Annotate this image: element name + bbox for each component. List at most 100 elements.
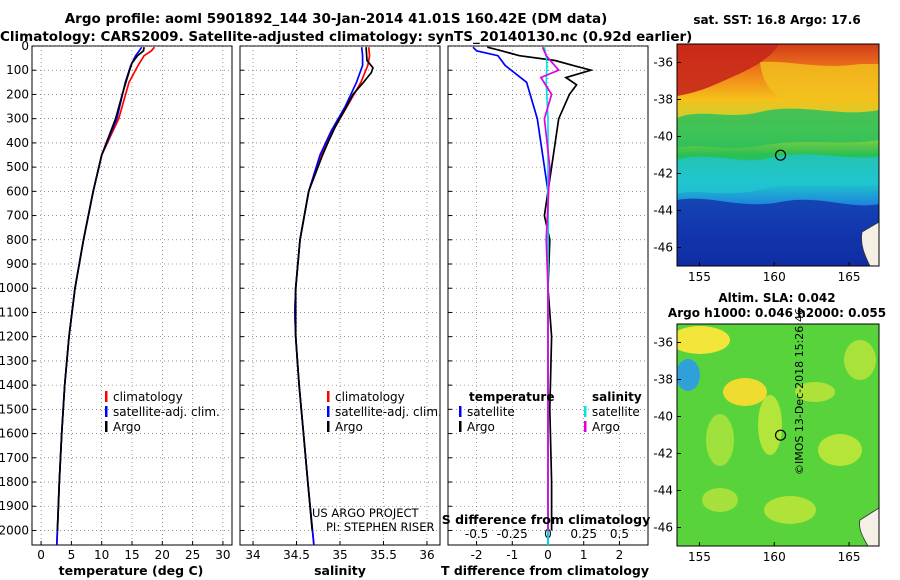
- legend-s-argo-label: Argo: [592, 420, 620, 434]
- difference-tick-label: -1: [506, 548, 518, 562]
- depth-tick-label: 600: [6, 184, 29, 198]
- salinity-plot-frame: [239, 45, 441, 546]
- depth-tick-label: 1800: [0, 475, 29, 489]
- lat-tick-label: -46: [653, 241, 673, 255]
- lat-tick-label: -44: [653, 204, 673, 218]
- temperature-tick-label: 25: [185, 548, 200, 562]
- project-credit: US ARGO PROJECT: [312, 506, 420, 520]
- s-difference-tick-label: 0.25: [570, 527, 597, 541]
- depth-tick-label: 1700: [0, 451, 29, 465]
- lat-tick-label: -42: [653, 447, 673, 461]
- legend-satellite-adj-swatch: [327, 406, 330, 417]
- sst-map-frame: [676, 43, 880, 267]
- salinity-axis-label: salinity: [314, 563, 366, 578]
- depth-tick-label: 400: [6, 136, 29, 150]
- legend-t-argo-swatch: [459, 421, 462, 432]
- lon-tick-label: 160: [763, 550, 786, 564]
- figure-title-line-2: Climatology: CARS2009. Satellite-adjuste…: [0, 29, 693, 45]
- depth-tick-label: 1600: [0, 427, 29, 441]
- sla-map-frame: [676, 323, 880, 547]
- lon-tick-label: 165: [838, 550, 861, 564]
- sst-map-image: [677, 44, 879, 266]
- legend-s-satellite-label: satellite: [592, 405, 640, 419]
- legend-argo-label: Argo: [113, 420, 141, 434]
- depth-tick-label: 1500: [0, 402, 29, 416]
- difference-tick-label: 0: [544, 548, 552, 562]
- s-difference-axis-label: S difference from climatology: [442, 512, 651, 527]
- depth-tick-label: 500: [6, 160, 29, 174]
- legend-climatology-label: climatology: [335, 390, 405, 404]
- lat-tick-label: -46: [653, 521, 673, 535]
- legend-salinity-header: salinity: [592, 390, 642, 404]
- s-difference-tick-label: 0.5: [610, 527, 629, 541]
- legend-argo-swatch: [327, 421, 330, 432]
- temperature-legend: climatology satellite-adj. clim. Argo: [105, 390, 220, 434]
- imos-timestamp: ©IMOS 13-Dec-2018 15:26:46: [793, 308, 806, 475]
- figure-title-line-1: Argo profile: aoml 5901892_144 30-Jan-20…: [64, 11, 608, 27]
- temperature-tick-label: 10: [94, 548, 109, 562]
- lat-tick-label: -40: [653, 130, 673, 144]
- depth-tick-label: 200: [6, 87, 29, 101]
- temperature-plot-frame: [31, 45, 233, 546]
- pi-credit: PI: STEPHEN RISER: [326, 520, 435, 534]
- lon-tick-label: 160: [763, 270, 786, 284]
- difference-tick-label: 1: [580, 548, 588, 562]
- lon-tick-label: 155: [688, 270, 711, 284]
- lat-tick-label: -36: [653, 336, 673, 350]
- depth-tick-label: 2000: [0, 523, 29, 537]
- s-difference-tick-label: -0.5: [465, 527, 488, 541]
- legend-climatology-swatch: [327, 391, 330, 402]
- series-line-argo: [56, 47, 145, 531]
- legend-s-satellite-swatch: [584, 406, 587, 417]
- legend-satellite-adj-swatch: [105, 406, 108, 417]
- sla-map-subtitle: Argo h1000: 0.046 h2000: 0.055: [668, 306, 886, 320]
- t-difference-axis-label: T difference from climatology: [441, 563, 649, 578]
- sst-map-title: sat. SST: 16.8 Argo: 17.6: [693, 13, 860, 27]
- lon-tick-label: 155: [688, 550, 711, 564]
- salinity-legend: climatology satellite-adj. clim. Argo: [327, 390, 442, 434]
- series-line-argo: [294, 47, 374, 531]
- depth-tick-label: 1100: [0, 305, 29, 319]
- salinity-tick-label: 34: [245, 548, 260, 562]
- difference-legend: temperature satellite Argo salinity sate…: [459, 390, 642, 434]
- legend-satellite-adj-label: satellite-adj. clim.: [335, 405, 442, 419]
- depth-tick-label: 100: [6, 63, 29, 77]
- temperature-tick-label: 20: [155, 548, 170, 562]
- lat-tick-label: -38: [653, 93, 673, 107]
- sla-map-image: [677, 324, 879, 546]
- legend-t-argo-label: Argo: [467, 420, 495, 434]
- temperature-tick-label: 0: [37, 548, 45, 562]
- legend-satellite-adj-label: satellite-adj. clim.: [113, 405, 220, 419]
- sst-argo-location-marker: [774, 149, 787, 161]
- depth-tick-label: 1200: [0, 330, 29, 344]
- legend-argo-label: Argo: [335, 420, 363, 434]
- salinity-tick-label: 35.5: [370, 548, 397, 562]
- lat-tick-label: -44: [653, 484, 673, 498]
- temperature-tick-label: 5: [68, 548, 76, 562]
- lat-tick-label: -42: [653, 167, 673, 181]
- salinity-tick-label: 36: [419, 548, 434, 562]
- legend-t-satellite-swatch: [459, 406, 462, 417]
- temperature-tick-label: 15: [124, 548, 139, 562]
- legend-s-argo-swatch: [584, 421, 587, 432]
- lon-tick-label: 165: [838, 270, 861, 284]
- depth-tick-label: 1400: [0, 378, 29, 392]
- depth-tick-label: 1000: [0, 281, 29, 295]
- legend-temperature-header: temperature: [469, 390, 554, 404]
- difference-tick-label: 2: [616, 548, 624, 562]
- depth-tick-label: 1300: [0, 354, 29, 368]
- depth-tick-label: 300: [6, 112, 29, 126]
- temperature-axis-label: temperature (deg C): [59, 563, 204, 578]
- lat-tick-label: -40: [653, 410, 673, 424]
- sla-argo-location-marker: [774, 429, 787, 441]
- lat-tick-label: -36: [653, 56, 673, 70]
- difference-profile-panel: -2 -1 0 1 2-0.5 -0.25 0 0.25 0.5: [447, 45, 649, 562]
- depth-tick-label: 0: [21, 39, 29, 53]
- salinity-tick-label: 35: [332, 548, 347, 562]
- depth-tick-label: 700: [6, 209, 29, 223]
- depth-tick-label: 800: [6, 233, 29, 247]
- depth-tick-label: 900: [6, 257, 29, 271]
- salinity-profile-panel: 34 34.5 35 35.5 36: [239, 45, 441, 562]
- lat-tick-label: -38: [653, 373, 673, 387]
